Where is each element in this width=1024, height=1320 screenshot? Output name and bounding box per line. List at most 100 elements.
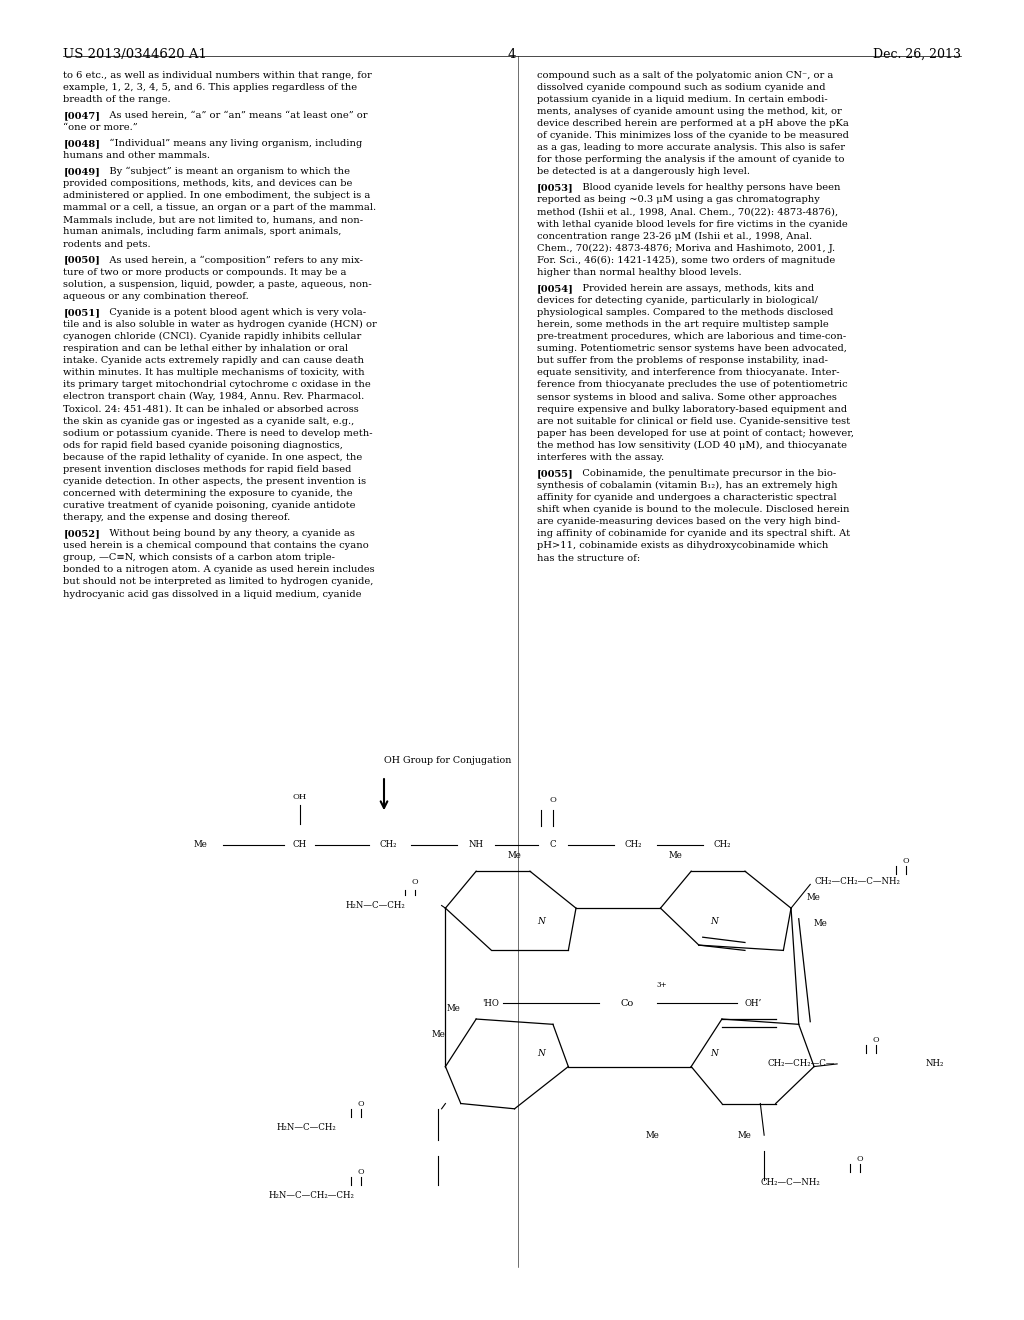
- Text: the skin as cyanide gas or ingested as a cyanide salt, e.g.,: the skin as cyanide gas or ingested as a…: [63, 417, 354, 425]
- Text: pH>11, cobinamide exists as dihydroxycobinamide which: pH>11, cobinamide exists as dihydroxycob…: [537, 541, 828, 550]
- Text: CH₂—C—NH₂: CH₂—C—NH₂: [760, 1179, 820, 1187]
- Text: higher than normal healthy blood levels.: higher than normal healthy blood levels.: [537, 268, 741, 277]
- Text: O: O: [412, 878, 418, 886]
- Text: Provided herein are assays, methods, kits and: Provided herein are assays, methods, kit…: [573, 284, 814, 293]
- Text: human animals, including farm animals, sport animals,: human animals, including farm animals, s…: [63, 227, 342, 236]
- Text: intake. Cyanide acts extremely rapidly and can cause death: intake. Cyanide acts extremely rapidly a…: [63, 356, 365, 366]
- Text: paper has been developed for use at point of contact; however,: paper has been developed for use at poin…: [537, 429, 854, 438]
- Text: [0050]: [0050]: [63, 256, 100, 264]
- Text: but should not be interpreted as limited to hydrogen cyanide,: but should not be interpreted as limited…: [63, 577, 374, 586]
- Text: [0048]: [0048]: [63, 139, 100, 148]
- Text: sodium or potassium cyanide. There is need to develop meth-: sodium or potassium cyanide. There is ne…: [63, 429, 373, 438]
- Text: H₂N—C—CH₂—CH₂: H₂N—C—CH₂—CH₂: [268, 1192, 354, 1200]
- Text: hydrocyanic acid gas dissolved in a liquid medium, cyanide: hydrocyanic acid gas dissolved in a liqu…: [63, 590, 362, 598]
- Text: used herein is a chemical compound that contains the cyano: used herein is a chemical compound that …: [63, 541, 370, 550]
- Text: are cyanide-measuring devices based on the very high bind-: are cyanide-measuring devices based on t…: [537, 517, 840, 527]
- Text: tile and is also soluble in water as hydrogen cyanide (HCN) or: tile and is also soluble in water as hyd…: [63, 319, 377, 329]
- Text: method (Ishii et al., 1998, Anal. Chem., 70(22): 4873-4876),: method (Ishii et al., 1998, Anal. Chem.,…: [537, 207, 838, 216]
- Text: devices for detecting cyanide, particularly in biological/: devices for detecting cyanide, particula…: [537, 296, 817, 305]
- Text: the method has low sensitivity (LOD 40 μM), and thiocyanate: the method has low sensitivity (LOD 40 μ…: [537, 441, 847, 450]
- Text: N: N: [711, 917, 718, 925]
- Text: Me: Me: [814, 920, 828, 928]
- Text: solution, a suspension, liquid, powder, a paste, aqueous, non-: solution, a suspension, liquid, powder, …: [63, 280, 373, 289]
- Text: present invention discloses methods for rapid field based: present invention discloses methods for …: [63, 465, 352, 474]
- Text: [0054]: [0054]: [537, 284, 573, 293]
- Text: to 6 etc., as well as individual numbers within that range, for: to 6 etc., as well as individual numbers…: [63, 70, 373, 79]
- Text: suming. Potentiometric sensor systems have been advocated,: suming. Potentiometric sensor systems ha…: [537, 345, 847, 354]
- Text: By “subject” is meant an organism to which the: By “subject” is meant an organism to whi…: [100, 168, 350, 177]
- Text: Me: Me: [807, 894, 820, 902]
- Text: respiration and can be lethal either by inhalation or oral: respiration and can be lethal either by …: [63, 345, 348, 352]
- Text: N: N: [538, 917, 546, 925]
- Text: physiological samples. Compared to the methods disclosed: physiological samples. Compared to the m…: [537, 308, 833, 317]
- Text: NH₂: NH₂: [926, 1060, 944, 1068]
- Text: OH’: OH’: [745, 999, 762, 1007]
- Text: ference from thiocyanate precludes the use of potentiometric: ference from thiocyanate precludes the u…: [537, 380, 847, 389]
- Text: For. Sci., 46(6): 1421-1425), some two orders of magnitude: For. Sci., 46(6): 1421-1425), some two o…: [537, 256, 835, 265]
- Text: Cyanide is a potent blood agent which is very vola-: Cyanide is a potent blood agent which is…: [100, 308, 367, 317]
- Text: O: O: [872, 1036, 879, 1044]
- Text: pre-treatment procedures, which are laborious and time-con-: pre-treatment procedures, which are labo…: [537, 333, 846, 341]
- Text: CH₂: CH₂: [379, 841, 396, 849]
- Text: CH₂: CH₂: [625, 841, 642, 849]
- Text: 4: 4: [508, 49, 516, 61]
- Text: As used herein, a “composition” refers to any mix-: As used herein, a “composition” refers t…: [100, 256, 364, 265]
- Text: As used herein, “a” or “an” means “at least one” or: As used herein, “a” or “an” means “at le…: [100, 111, 368, 120]
- Text: dissolved cyanide compound such as sodium cyanide and: dissolved cyanide compound such as sodiu…: [537, 83, 825, 91]
- Text: Me: Me: [738, 1131, 752, 1139]
- Text: [0052]: [0052]: [63, 529, 100, 539]
- Text: O: O: [903, 857, 909, 865]
- Text: breadth of the range.: breadth of the range.: [63, 95, 171, 104]
- Text: 'HO: 'HO: [482, 999, 499, 1007]
- Text: O: O: [857, 1155, 863, 1163]
- Text: Blood cyanide levels for healthy persons have been: Blood cyanide levels for healthy persons…: [573, 183, 841, 193]
- Text: ing affinity of cobinamide for cyanide and its spectral shift. At: ing affinity of cobinamide for cyanide a…: [537, 529, 850, 539]
- Text: shift when cyanide is bound to the molecule. Disclosed herein: shift when cyanide is bound to the molec…: [537, 506, 849, 515]
- Text: C: C: [550, 841, 556, 849]
- Text: OH Group for Conjugation: OH Group for Conjugation: [384, 756, 511, 764]
- Text: Me: Me: [508, 851, 521, 859]
- Text: aqueous or any combination thereof.: aqueous or any combination thereof.: [63, 292, 249, 301]
- Text: 3+: 3+: [656, 981, 668, 989]
- Text: O: O: [357, 1168, 365, 1176]
- Text: N: N: [538, 1049, 546, 1057]
- Text: ods for rapid field based cyanide poisoning diagnostics,: ods for rapid field based cyanide poison…: [63, 441, 343, 450]
- Text: compound such as a salt of the polyatomic anion CN⁻, or a: compound such as a salt of the polyatomi…: [537, 70, 833, 79]
- Text: humans and other mammals.: humans and other mammals.: [63, 150, 211, 160]
- Text: CH₂—CH₂—C—: CH₂—CH₂—C—: [768, 1060, 836, 1068]
- Text: bonded to a nitrogen atom. A cyanide as used herein includes: bonded to a nitrogen atom. A cyanide as …: [63, 565, 375, 574]
- Text: Me: Me: [431, 1031, 445, 1039]
- Text: device described herein are performed at a pH above the pKa: device described herein are performed at…: [537, 119, 849, 128]
- Text: but suffer from the problems of response instability, inad-: but suffer from the problems of response…: [537, 356, 827, 366]
- Text: mammal or a cell, a tissue, an organ or a part of the mammal.: mammal or a cell, a tissue, an organ or …: [63, 203, 377, 213]
- Text: potassium cyanide in a liquid medium. In certain embodi-: potassium cyanide in a liquid medium. In…: [537, 95, 827, 104]
- Text: has the structure of:: has the structure of:: [537, 553, 640, 562]
- Text: H₂N—C—CH₂: H₂N—C—CH₂: [276, 1123, 336, 1131]
- Text: CH: CH: [293, 841, 306, 849]
- Text: O: O: [357, 1100, 365, 1107]
- Text: of cyanide. This minimizes loss of the cyanide to be measured: of cyanide. This minimizes loss of the c…: [537, 131, 849, 140]
- Text: example, 1, 2, 3, 4, 5, and 6. This applies regardless of the: example, 1, 2, 3, 4, 5, and 6. This appl…: [63, 83, 357, 91]
- Text: curative treatment of cyanide poisoning, cyanide antidote: curative treatment of cyanide poisoning,…: [63, 502, 356, 510]
- Text: rodents and pets.: rodents and pets.: [63, 239, 152, 248]
- Text: because of the rapid lethality of cyanide. In one aspect, the: because of the rapid lethality of cyanid…: [63, 453, 362, 462]
- Text: cyanide detection. In other aspects, the present invention is: cyanide detection. In other aspects, the…: [63, 477, 367, 486]
- Text: Toxicol. 24: 451-481). It can be inhaled or absorbed across: Toxicol. 24: 451-481). It can be inhaled…: [63, 404, 359, 413]
- Text: therapy, and the expense and dosing thereof.: therapy, and the expense and dosing ther…: [63, 513, 291, 523]
- Text: [0047]: [0047]: [63, 111, 100, 120]
- Text: interferes with the assay.: interferes with the assay.: [537, 453, 664, 462]
- Text: US 2013/0344620 A1: US 2013/0344620 A1: [63, 49, 208, 61]
- Text: Me: Me: [194, 841, 207, 849]
- Text: as a gas, leading to more accurate analysis. This also is safer: as a gas, leading to more accurate analy…: [537, 143, 845, 152]
- Text: require expensive and bulky laboratory-based equipment and: require expensive and bulky laboratory-b…: [537, 405, 847, 413]
- Text: its primary target mitochondrial cytochrome c oxidase in the: its primary target mitochondrial cytochr…: [63, 380, 372, 389]
- Text: Me: Me: [446, 1005, 461, 1012]
- Text: ture of two or more products or compounds. It may be a: ture of two or more products or compound…: [63, 268, 347, 277]
- Text: with lethal cyanide blood levels for fire victims in the cyanide: with lethal cyanide blood levels for fir…: [537, 219, 847, 228]
- Text: sensor systems in blood and saliva. Some other approaches: sensor systems in blood and saliva. Some…: [537, 392, 837, 401]
- Text: ments, analyses of cyanide amount using the method, kit, or: ments, analyses of cyanide amount using …: [537, 107, 842, 116]
- Text: “Individual” means any living organism, including: “Individual” means any living organism, …: [100, 139, 362, 148]
- Text: [0053]: [0053]: [537, 183, 573, 193]
- Text: Me: Me: [646, 1131, 659, 1139]
- Text: equate sensitivity, and interference from thiocyanate. Inter-: equate sensitivity, and interference fro…: [537, 368, 840, 378]
